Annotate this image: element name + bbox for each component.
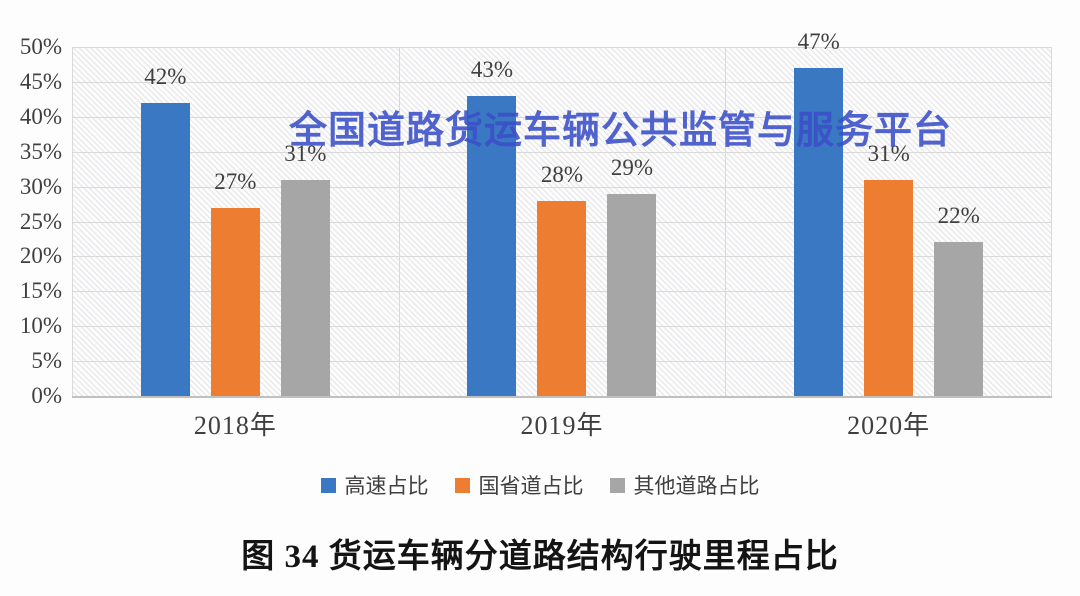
bar: 42% xyxy=(140,64,190,396)
chart-caption: 图 34 货运车辆分道路结构行驶里程占比 xyxy=(241,539,839,575)
y-tick-label: 15% xyxy=(19,278,62,304)
gridline-vertical xyxy=(725,47,727,396)
y-tick-label: 20% xyxy=(19,243,62,269)
y-tick-label: 30% xyxy=(19,173,62,199)
bar-value-label: 27% xyxy=(214,168,257,194)
bar: 28% xyxy=(537,162,587,396)
bar-value-label: 31% xyxy=(284,140,327,166)
bar-value-label: 22% xyxy=(937,203,980,229)
gridline-vertical xyxy=(72,47,73,396)
legend-item: 其他道路占比 xyxy=(609,470,760,500)
bar: 29% xyxy=(607,155,657,396)
y-tick-label: 40% xyxy=(19,103,62,129)
bar-value-label: 47% xyxy=(797,28,840,54)
bar-value-label: 43% xyxy=(470,56,514,82)
y-tick-label: 50% xyxy=(19,34,62,59)
watermark-text: 全国道路货运车辆公共监管与服务平台 xyxy=(289,110,953,152)
plot-area: 42% 27% 31% 43% 28% 29% 47% 31% 22% xyxy=(72,29,1052,398)
legend-swatch xyxy=(320,477,336,493)
gridline-horizontal xyxy=(72,186,1052,188)
gridline-vertical xyxy=(398,47,400,396)
bar: 31% xyxy=(864,141,914,396)
legend-label: 高速占比 xyxy=(344,474,429,498)
legend-item: 高速占比 xyxy=(320,470,429,500)
y-tick-label: 10% xyxy=(19,313,62,339)
y-tick-label: 5% xyxy=(31,348,62,374)
legend-label: 其他道路占比 xyxy=(633,474,760,498)
bar: 31% xyxy=(280,141,330,396)
gridline-horizontal xyxy=(72,116,1052,118)
x-tick-label: 2018年 xyxy=(193,411,277,440)
gridline-horizontal xyxy=(72,47,1052,48)
bar: 43% xyxy=(467,57,517,396)
bar-value-label: 29% xyxy=(610,154,654,180)
legend-item: 国省道占比 xyxy=(454,470,584,500)
bar-value-label: 31% xyxy=(867,140,910,166)
gridline-horizontal xyxy=(72,81,1052,83)
bar-group: 42% 27% 31% xyxy=(72,47,399,396)
x-tick-label: 2020年 xyxy=(847,411,931,440)
y-tick-label: 35% xyxy=(19,138,62,164)
legend: 高速占比 国省道占比 其他道路占比 xyxy=(0,470,1080,500)
bar-group: 43% 28% 29% xyxy=(399,47,726,396)
bar: 27% xyxy=(210,169,260,396)
bar: 47% xyxy=(794,29,844,396)
bar-value-label: 28% xyxy=(540,161,584,187)
gridline-horizontal xyxy=(72,151,1052,153)
y-tick-label: 0% xyxy=(31,383,62,408)
x-tick-label: 2019年 xyxy=(520,411,604,440)
legend-swatch xyxy=(454,477,470,493)
y-tick-label: 25% xyxy=(19,208,62,234)
bar: 22% xyxy=(934,203,984,396)
legend-swatch xyxy=(609,477,625,493)
legend-label: 国省道占比 xyxy=(478,474,584,498)
gridline-vertical xyxy=(1051,47,1052,396)
x-axis-labels: 2018年 2019年 2020年 xyxy=(72,405,1052,442)
bar-group: 47% 31% 22% xyxy=(725,29,1052,396)
y-tick-label: 45% xyxy=(19,68,62,94)
bar-value-label: 42% xyxy=(144,63,187,89)
